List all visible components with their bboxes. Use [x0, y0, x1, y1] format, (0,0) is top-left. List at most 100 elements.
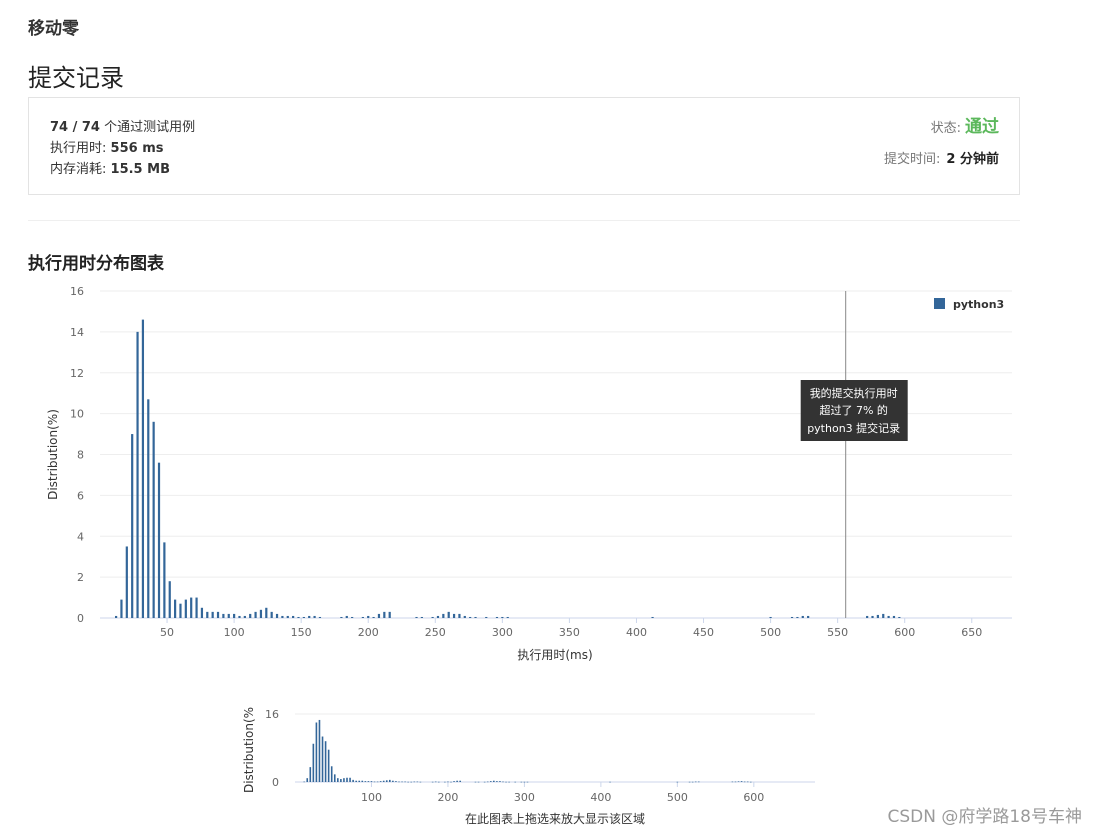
nav-bar — [437, 781, 440, 783]
x-tick-label: 150 — [291, 626, 312, 639]
nav-bar — [318, 719, 321, 782]
bar — [136, 331, 139, 618]
x-tick-label: 650 — [961, 626, 982, 639]
y-tick-label: 8 — [77, 449, 84, 462]
bar — [206, 611, 209, 618]
nav-bar — [749, 781, 752, 783]
submit-time-label: 提交时间: — [884, 152, 941, 167]
bar — [420, 616, 423, 618]
bar — [887, 615, 890, 618]
bar — [790, 616, 794, 618]
y-tick-label: 10 — [70, 408, 84, 421]
bar — [120, 599, 123, 618]
y-axis-label: Distribution(%) — [46, 409, 60, 500]
problem-title: 移动零 — [28, 19, 79, 39]
nav-bar — [474, 781, 477, 783]
bar — [436, 615, 440, 618]
bar — [259, 609, 263, 618]
nav-bar — [737, 781, 740, 782]
nav-bar — [505, 781, 507, 783]
nav-bar — [483, 781, 486, 783]
bar — [506, 616, 509, 618]
runtime-distribution-chart[interactable]: 0 2 4 6 8 10 12 14 16 50 100 150 200 250 300 350 400 450 5… — [0, 280, 1096, 670]
bar — [168, 581, 171, 618]
nav-bar — [395, 781, 397, 782]
x-tick-label: 50 — [160, 626, 174, 639]
bar — [131, 434, 134, 618]
bar — [141, 319, 145, 618]
nav-bar — [324, 741, 327, 782]
bar — [147, 399, 150, 618]
bar — [796, 616, 799, 618]
nav-bar — [389, 779, 391, 782]
divider — [28, 220, 1020, 221]
y-tick-label: 0 — [77, 612, 84, 625]
nav-bar — [447, 781, 449, 783]
nav-bar — [382, 780, 385, 782]
nav-bar — [502, 781, 504, 783]
nav-bar — [496, 781, 498, 782]
nav-x-tick-label: 100 — [361, 791, 382, 804]
bar — [463, 615, 466, 618]
nav-bar — [523, 781, 526, 783]
page-title: 提交记录 — [28, 64, 124, 92]
nav-bar — [398, 781, 400, 783]
bar — [275, 613, 279, 618]
y-tick-label: 6 — [77, 489, 84, 502]
nav-bar — [379, 781, 382, 782]
bar — [485, 616, 488, 618]
nav-bar — [303, 781, 305, 783]
bar — [211, 611, 214, 618]
nav-bar — [315, 722, 318, 782]
nav-bar — [493, 780, 495, 782]
nav-bar — [364, 781, 367, 782]
nav-bar — [321, 736, 324, 782]
legend[interactable]: python3 — [934, 298, 1004, 311]
tooltip-line: 超过了 7% 的 — [819, 403, 887, 417]
nav-bar — [691, 781, 694, 783]
x-tick-label: 300 — [492, 626, 513, 639]
submit-time-row: 提交时间: 2 分钟前 — [884, 148, 999, 167]
nav-bar — [520, 781, 523, 783]
memory-label: 内存消耗: — [50, 162, 107, 177]
x-tick-label: 450 — [693, 626, 714, 639]
bar — [281, 615, 284, 618]
bar — [190, 597, 193, 618]
bar — [474, 616, 477, 618]
bar — [313, 615, 316, 618]
bar — [179, 603, 182, 618]
bar — [174, 599, 177, 618]
nav-bar — [526, 781, 529, 783]
nav-bar — [499, 781, 501, 782]
nav-bar — [688, 781, 691, 783]
chart-title: 执行用时分布图表 — [28, 254, 164, 274]
x-tick-label: 400 — [626, 626, 647, 639]
watermark: CSDN @府学路18号车神 — [887, 807, 1082, 827]
zoom-navigator-chart[interactable]: 0 16 100 200 300 400 500 600 Distribution(% 在此图表上… — [0, 700, 1096, 835]
nav-bar — [309, 767, 312, 782]
bar — [388, 611, 391, 618]
legend-swatch — [934, 298, 945, 309]
nav-bar — [734, 781, 737, 783]
status-value[interactable]: 通过 — [965, 117, 999, 137]
nav-bar — [312, 743, 315, 782]
bar — [801, 615, 804, 618]
navigator-hint: 在此图表上拖选来放大显示该区域 — [465, 811, 645, 826]
bar — [372, 616, 375, 618]
x-tick-label: 350 — [559, 626, 580, 639]
memory-value: 15.5 MB — [110, 162, 170, 177]
memory-row: 内存消耗: 15.5 MB — [50, 158, 170, 177]
nav-bar — [434, 781, 437, 783]
bar — [184, 599, 187, 618]
nav-bar — [340, 779, 342, 782]
bar — [200, 607, 204, 618]
nav-bar — [676, 781, 679, 783]
bar — [163, 542, 166, 618]
nav-bar — [413, 781, 416, 783]
bar — [892, 615, 896, 618]
bar — [243, 615, 246, 618]
y-tick-label: 14 — [70, 326, 84, 339]
nav-bar — [376, 781, 379, 783]
tooltip-background — [800, 380, 908, 441]
legend-label: python3 — [953, 298, 1004, 311]
